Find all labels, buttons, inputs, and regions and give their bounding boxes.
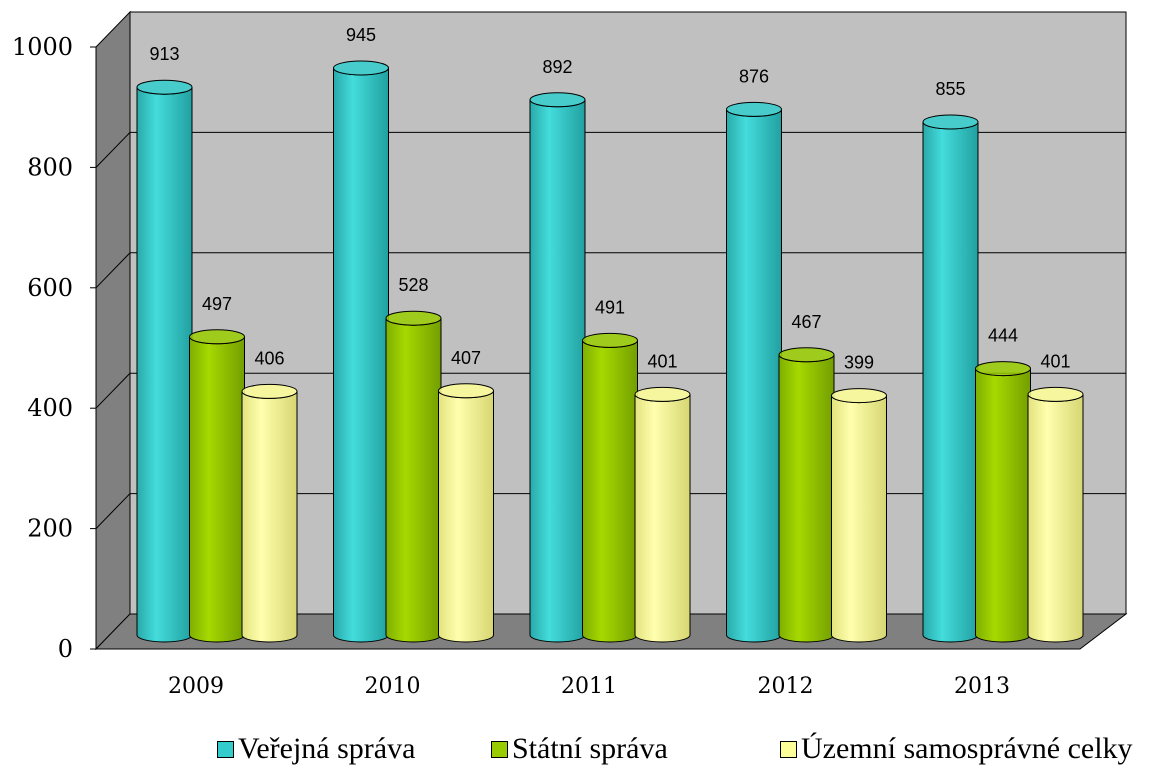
bar (726, 101, 782, 643)
legend-label-verejna: Veřejná správa (238, 732, 416, 765)
y-tick-label: 200 (27, 515, 73, 543)
legend-swatch-verejna-icon (217, 740, 234, 758)
x-tick-label: 2010 (365, 674, 421, 699)
legend-item-uzemni: Územní samosprávné celky (780, 732, 1133, 766)
x-tick-label: 2009 (168, 674, 224, 699)
gridline-side (95, 493, 131, 529)
legend-item-statni: Státní správa (491, 732, 668, 766)
data-label: 401 (647, 351, 677, 371)
y-tick-label: 600 (27, 274, 73, 302)
legend-item-verejna: Veřejná správa (217, 732, 415, 766)
gridline-side (95, 372, 131, 409)
legend-label-uzemni: Územní samosprávné celky (801, 732, 1133, 765)
bar (438, 383, 494, 643)
data-label: 406 (254, 348, 284, 368)
data-label: 528 (398, 275, 428, 295)
data-label: 497 (202, 294, 232, 314)
data-label: 399 (844, 353, 874, 373)
x-tick-label: 2012 (758, 674, 814, 699)
x-tick-label: 2013 (954, 674, 1010, 699)
bar (922, 114, 979, 643)
legend-swatch-statni-icon (491, 740, 508, 758)
legend: Veřejná správa Státní správa Územní samo… (0, 732, 1159, 768)
bar (1027, 386, 1084, 643)
gridline-side (95, 132, 131, 168)
bar (136, 79, 193, 643)
data-label: 444 (988, 326, 1018, 346)
data-label: 876 (739, 66, 769, 86)
gridline-side (95, 252, 131, 289)
bar (189, 329, 245, 643)
bar (529, 92, 586, 643)
x-axis: 2009 2010 2011 2012 2013 (168, 674, 1010, 699)
legend-label-statni: Státní správa (512, 732, 668, 765)
bar (241, 383, 298, 643)
chart-svg: 0 200 400 600 800 1000 913 497 406 945 528 407 892 4… (12, 10, 1128, 699)
bar (385, 310, 442, 643)
data-label: 401 (1040, 351, 1070, 371)
data-label: 855 (935, 79, 965, 99)
x-tick-label: 2011 (561, 674, 617, 699)
data-label: 945 (346, 25, 376, 45)
y-tick-label: 400 (27, 394, 73, 422)
bar (975, 361, 1031, 643)
bars: 913 497 406 945 528 407 892 491 401 876 467 399 855 4… (136, 25, 1084, 643)
bar (831, 388, 887, 643)
bar (582, 332, 638, 643)
y-tick-label: 800 (27, 153, 73, 181)
legend-swatch-uzemni-icon (780, 740, 797, 758)
y-axis: 0 200 400 600 800 1000 (12, 33, 97, 663)
bar (634, 386, 691, 643)
data-label: 407 (451, 348, 481, 368)
data-label: 892 (542, 57, 572, 77)
side-wall (95, 10, 131, 651)
y-tick-label: 0 (58, 635, 73, 663)
y-tick-label: 1000 (12, 33, 73, 61)
data-label: 467 (791, 312, 821, 332)
bar (778, 347, 835, 643)
data-label: 491 (595, 297, 625, 317)
bar (333, 60, 389, 643)
data-label: 913 (149, 44, 179, 64)
